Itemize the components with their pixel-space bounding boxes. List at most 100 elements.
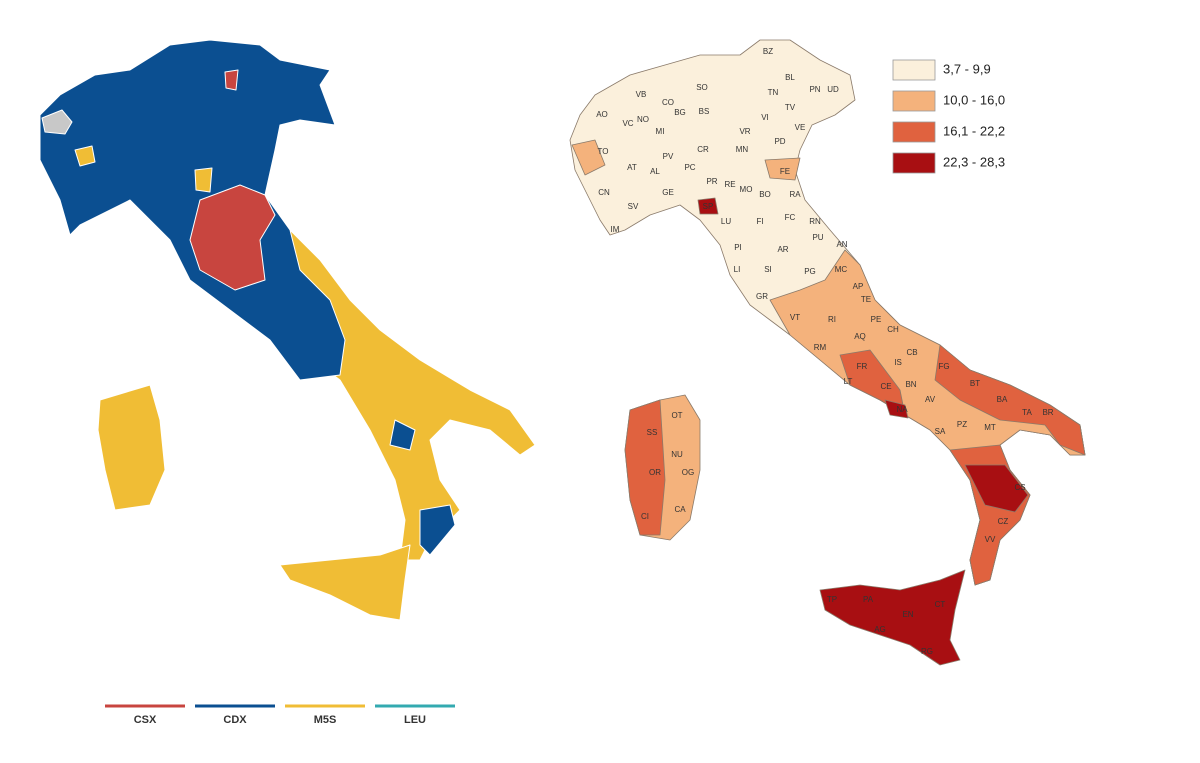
province-label: AL	[650, 167, 660, 176]
province-label: AO	[596, 110, 608, 119]
sardinia	[97, 384, 166, 511]
region-band-4	[964, 464, 1029, 513]
province-label: FR	[857, 362, 868, 371]
region-band-3	[934, 344, 1086, 456]
region-csx	[189, 184, 276, 291]
province-label: LT	[844, 377, 853, 386]
province-label: BL	[785, 73, 795, 82]
province-label: TV	[785, 103, 796, 112]
legend-swatch	[892, 90, 936, 112]
province-label: GR	[756, 292, 768, 301]
province-label: RA	[789, 190, 801, 199]
province-label: IM	[611, 225, 620, 234]
sardinia-west	[624, 399, 666, 536]
province-label: VC	[622, 119, 633, 128]
province-label: BZ	[763, 47, 773, 56]
right-legend: 3,7 - 9,9 10,0 - 16,0 16,1 - 22,2 22,3 - 28…	[892, 59, 1005, 174]
region-no-data	[41, 109, 73, 135]
province-label: AP	[853, 282, 864, 291]
province-label: PN	[809, 85, 820, 94]
province-label: PA	[863, 595, 874, 604]
province-label: PZ	[957, 420, 967, 429]
province-label: RE	[724, 180, 735, 189]
province-label: CZ	[998, 517, 1009, 526]
province-label: MN	[736, 145, 749, 154]
region-cdx	[39, 39, 346, 381]
province-label: CH	[887, 325, 899, 334]
region-band-4	[884, 399, 909, 419]
province-label: SP	[703, 202, 714, 211]
province-label: SO	[696, 83, 708, 92]
legend-label: 22,3 - 28,3	[943, 154, 1005, 169]
province-label: RM	[814, 343, 827, 352]
province-label: CR	[697, 145, 709, 154]
province-label: AT	[627, 163, 637, 172]
province-label: CA	[674, 505, 686, 514]
province-label: BS	[699, 107, 710, 116]
province-label: LI	[734, 265, 741, 274]
legend-swatch	[892, 59, 936, 81]
region-band-2	[764, 157, 801, 181]
legend-swatch	[892, 152, 936, 174]
province-label: MO	[740, 185, 753, 194]
legend-label: M5S	[314, 714, 337, 726]
legend-label: 10,0 - 16,0	[943, 92, 1005, 107]
province-label: TE	[861, 295, 871, 304]
province-label: VT	[790, 313, 800, 322]
province-label: BO	[759, 190, 771, 199]
legend-label: CDX	[223, 714, 247, 726]
legend-label: LEU	[404, 714, 426, 726]
province-label: MT	[984, 423, 996, 432]
province-label: AV	[925, 395, 936, 404]
province-label: BA	[997, 395, 1008, 404]
province-label: NU	[671, 450, 683, 459]
province-label: BG	[674, 108, 686, 117]
province-label: FI	[756, 217, 763, 226]
province-label: VV	[985, 535, 996, 544]
province-label: FG	[938, 362, 949, 371]
province-label: VB	[636, 90, 647, 99]
region-csx	[224, 69, 239, 91]
province-label: SI	[764, 265, 772, 274]
province-label: CI	[641, 512, 649, 521]
province-label: AG	[874, 625, 886, 634]
province-label: RI	[828, 315, 836, 324]
province-label: TO	[598, 147, 609, 156]
region-band-4	[697, 197, 719, 215]
province-label: SV	[628, 202, 639, 211]
province-label: IS	[894, 358, 902, 367]
left-map	[39, 39, 536, 621]
province-label: AN	[836, 240, 847, 249]
province-label: PD	[774, 137, 785, 146]
province-label: MC	[835, 265, 848, 274]
province-label: EN	[902, 610, 913, 619]
right-map	[569, 39, 1086, 666]
province-label: BN	[905, 380, 916, 389]
province-label: CO	[662, 98, 674, 107]
region-m5s	[194, 167, 213, 193]
province-label: MI	[656, 127, 665, 136]
legend-label: CSX	[134, 714, 157, 726]
province-label: TA	[1022, 408, 1032, 417]
province-label: LU	[721, 217, 731, 226]
province-label: CS	[1014, 483, 1025, 492]
province-label: NO	[637, 115, 649, 124]
province-label: AQ	[854, 332, 866, 341]
province-label: PU	[812, 233, 823, 242]
province-label: VR	[739, 127, 750, 136]
region-band-2	[571, 139, 606, 176]
province-label: CN	[598, 188, 610, 197]
province-label: GE	[662, 188, 674, 197]
province-label: OR	[649, 468, 661, 477]
province-label: PC	[684, 163, 695, 172]
province-label: RG	[921, 647, 933, 656]
province-label: OT	[671, 411, 682, 420]
region-cdx	[419, 504, 456, 556]
province-label: FE	[780, 167, 790, 176]
province-label: SS	[647, 428, 658, 437]
sicily	[279, 544, 411, 621]
province-label: PV	[663, 152, 674, 161]
province-label: PE	[871, 315, 882, 324]
